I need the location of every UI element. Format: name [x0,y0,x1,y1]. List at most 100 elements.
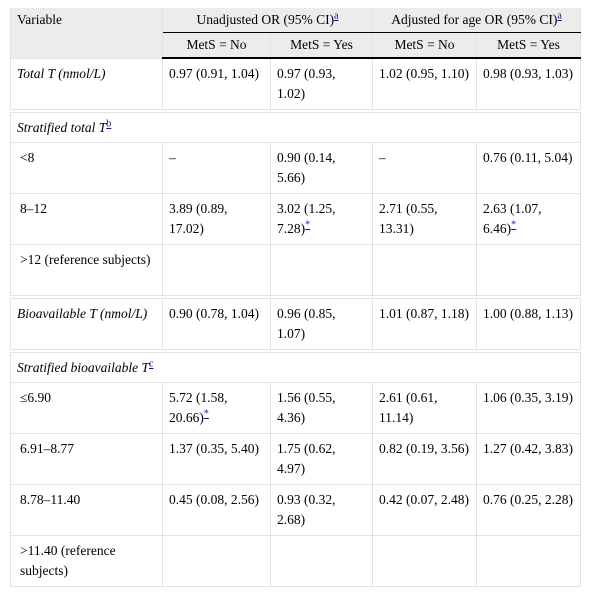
row-label-text: >11.40 (reference subjects) [20,543,116,578]
value-cell: 0.93 (0.32, 2.68) [270,484,373,536]
row-label-text: <8 [20,150,35,165]
value-cell: 2.63 (1.07, 6.46)* [475,193,582,245]
value-cell: – [372,142,477,194]
value-text: 1.02 (0.95, 1.10) [379,66,469,81]
row-label: 6.91–8.77 [10,433,163,485]
value-cell: 0.90 (0.14, 5.66) [270,142,373,194]
value-cell [162,244,271,296]
value-cell: 2.71 (0.55, 13.31) [372,193,477,245]
row-label-text: Bioavailable T (nmol/L) [17,306,148,321]
value-text: 2.61 (0.61, 11.14) [379,390,438,425]
value-text: 0.93 (0.32, 2.68) [277,492,336,527]
row-label-text: 6.91–8.77 [20,441,74,456]
value-text: 1.06 (0.35, 3.19) [483,390,573,405]
row-label-text: ≤6.90 [20,390,52,405]
table-body: Total T (nmol/L) 0.97 (0.91, 1.04) 0.97 (0… [9,57,582,587]
row-label-text: Stratified total T [17,120,107,135]
value-text: 0.90 (0.14, 5.66) [277,150,336,185]
row-label: Stratified total Tb [9,112,582,143]
value-text: 3.02 (1.25, 7.28) [277,201,336,236]
footnote-link[interactable]: * [511,219,517,231]
value-cell: 0.42 (0.07, 2.48) [372,484,477,536]
footnote-link[interactable]: a [557,10,562,22]
value-text: 2.63 (1.07, 6.46) [483,201,542,236]
subheader: MetS = Yes [270,32,373,59]
value-cell: 1.37 (0.35, 5.40) [162,433,271,485]
value-text: – [379,150,386,165]
results-table: Variable Unadjusted OR (95% CI)a Adjuste… [9,8,582,587]
value-cell [270,244,373,296]
row-label: 8.78–11.40 [10,484,163,536]
group-label: Adjusted for age OR (95% CI) [391,12,558,27]
value-cell: 0.96 (0.85, 1.07) [270,298,373,350]
footnote-link[interactable]: c [149,358,154,370]
value-cell: 1.56 (0.55, 4.36) [270,382,373,434]
value-text: 2.71 (0.55, 13.31) [379,201,438,236]
row-label-text: Stratified bioavailable T [17,360,149,375]
data-row: >11.40 (reference subjects) [10,535,582,587]
section-row: Stratified bioavailable Tc [9,352,582,383]
value-cell [475,535,582,587]
footnote-link[interactable]: * [203,408,209,420]
value-cell: 3.89 (0.89, 17.02) [162,193,271,245]
value-text: 0.97 (0.91, 1.04) [169,66,259,81]
row-label: Total T (nmol/L) [10,57,163,110]
value-text: 1.00 (0.88, 1.13) [483,306,573,321]
header-row: Variable Unadjusted OR (95% CI)a Adjuste… [10,8,582,59]
value-text: 0.90 (0.78, 1.04) [169,306,259,321]
value-text: 0.96 (0.85, 1.07) [277,306,336,341]
row-label-text: >12 (reference subjects) [20,252,151,267]
value-text: 3.89 (0.89, 17.02) [169,201,228,236]
row-label: >12 (reference subjects) [10,244,163,296]
row-label-text: 8.78–11.40 [20,492,81,507]
value-cell: 0.76 (0.25, 2.28) [475,484,582,536]
value-text: 0.76 (0.25, 2.28) [483,492,573,507]
value-text: – [169,150,176,165]
value-cell [372,535,477,587]
value-cell [270,535,373,587]
value-cell [372,244,477,296]
value-cell: – [162,142,271,194]
value-cell: 0.82 (0.19, 3.56) [372,433,477,485]
data-row: Total T (nmol/L) 0.97 (0.91, 1.04) 0.97 (0… [10,57,582,110]
value-cell: 0.76 (0.11, 5.04) [475,142,582,194]
value-cell: 3.02 (1.25, 7.28)* [270,193,373,245]
subheader: MetS = Yes [475,32,582,59]
value-text: 0.97 (0.93, 1.02) [277,66,336,101]
section-row: Stratified total Tb [9,112,582,143]
table-header: Variable Unadjusted OR (95% CI)a Adjuste… [10,8,582,59]
header-group: Adjusted for age OR (95% CI)a [371,8,582,33]
value-text: 0.98 (0.93, 1.03) [483,66,573,81]
footnote-link[interactable]: * [305,219,311,231]
header-group: Unadjusted OR (95% CI)a [162,8,373,33]
group-label: Unadjusted OR (95% CI) [196,12,335,27]
row-label-text: 8–12 [20,201,47,216]
value-cell: 1.75 (0.62, 4.97) [270,433,373,485]
value-cell: 1.01 (0.87, 1.18) [372,298,477,350]
row-label: ≤6.90 [10,382,163,434]
row-label: Bioavailable T (nmol/L) [10,298,163,350]
value-cell: 0.45 (0.08, 2.56) [162,484,271,536]
value-text: 5.72 (1.58, 20.66) [169,390,228,425]
data-row: 8.78–11.40 0.45 (0.08, 2.56) 0.93 (0.32, 2… [10,484,582,536]
subheader: MetS = No [372,32,477,59]
value-cell: 1.02 (0.95, 1.10) [372,57,477,110]
value-text: 1.01 (0.87, 1.18) [379,306,469,321]
footnote-link[interactable]: b [106,118,112,130]
value-text: 0.45 (0.08, 2.56) [169,492,259,507]
value-cell: 5.72 (1.58, 20.66)* [162,382,271,434]
row-label: >11.40 (reference subjects) [10,535,163,587]
data-row: Bioavailable T (nmol/L) 0.90 (0.78, 1.04)… [10,298,582,350]
value-cell: 1.00 (0.88, 1.13) [475,298,582,350]
row-label-text: Total T (nmol/L) [17,65,106,81]
row-label: Stratified bioavailable Tc [9,352,582,383]
footnote-link[interactable]: a [334,10,339,22]
value-text: 0.42 (0.07, 2.48) [379,492,469,507]
value-text: 1.56 (0.55, 4.36) [277,390,336,425]
value-cell: 2.61 (0.61, 11.14) [372,382,477,434]
value-cell: 0.98 (0.93, 1.03) [475,57,582,110]
row-label: <8 [10,142,163,194]
value-cell [162,535,271,587]
value-cell: 0.97 (0.93, 1.02) [270,57,373,110]
